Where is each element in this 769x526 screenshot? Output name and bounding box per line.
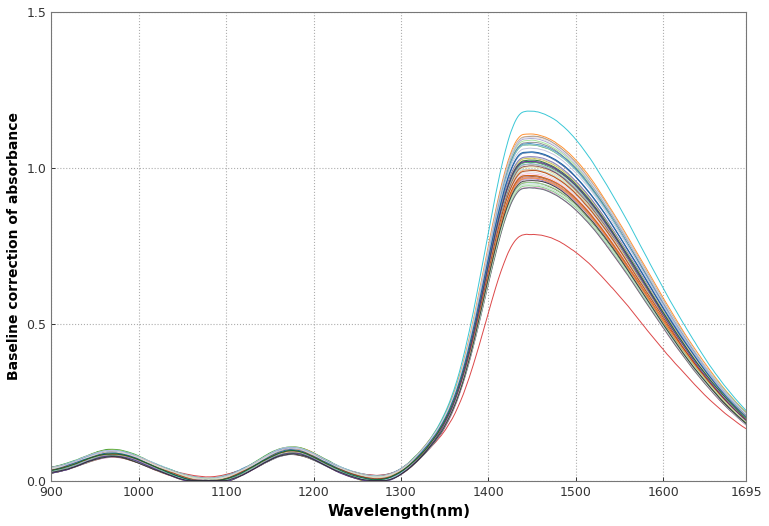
X-axis label: Wavelength(nm): Wavelength(nm) [328,504,471,519]
Y-axis label: Baseline correction of absorbance: Baseline correction of absorbance [7,112,21,380]
